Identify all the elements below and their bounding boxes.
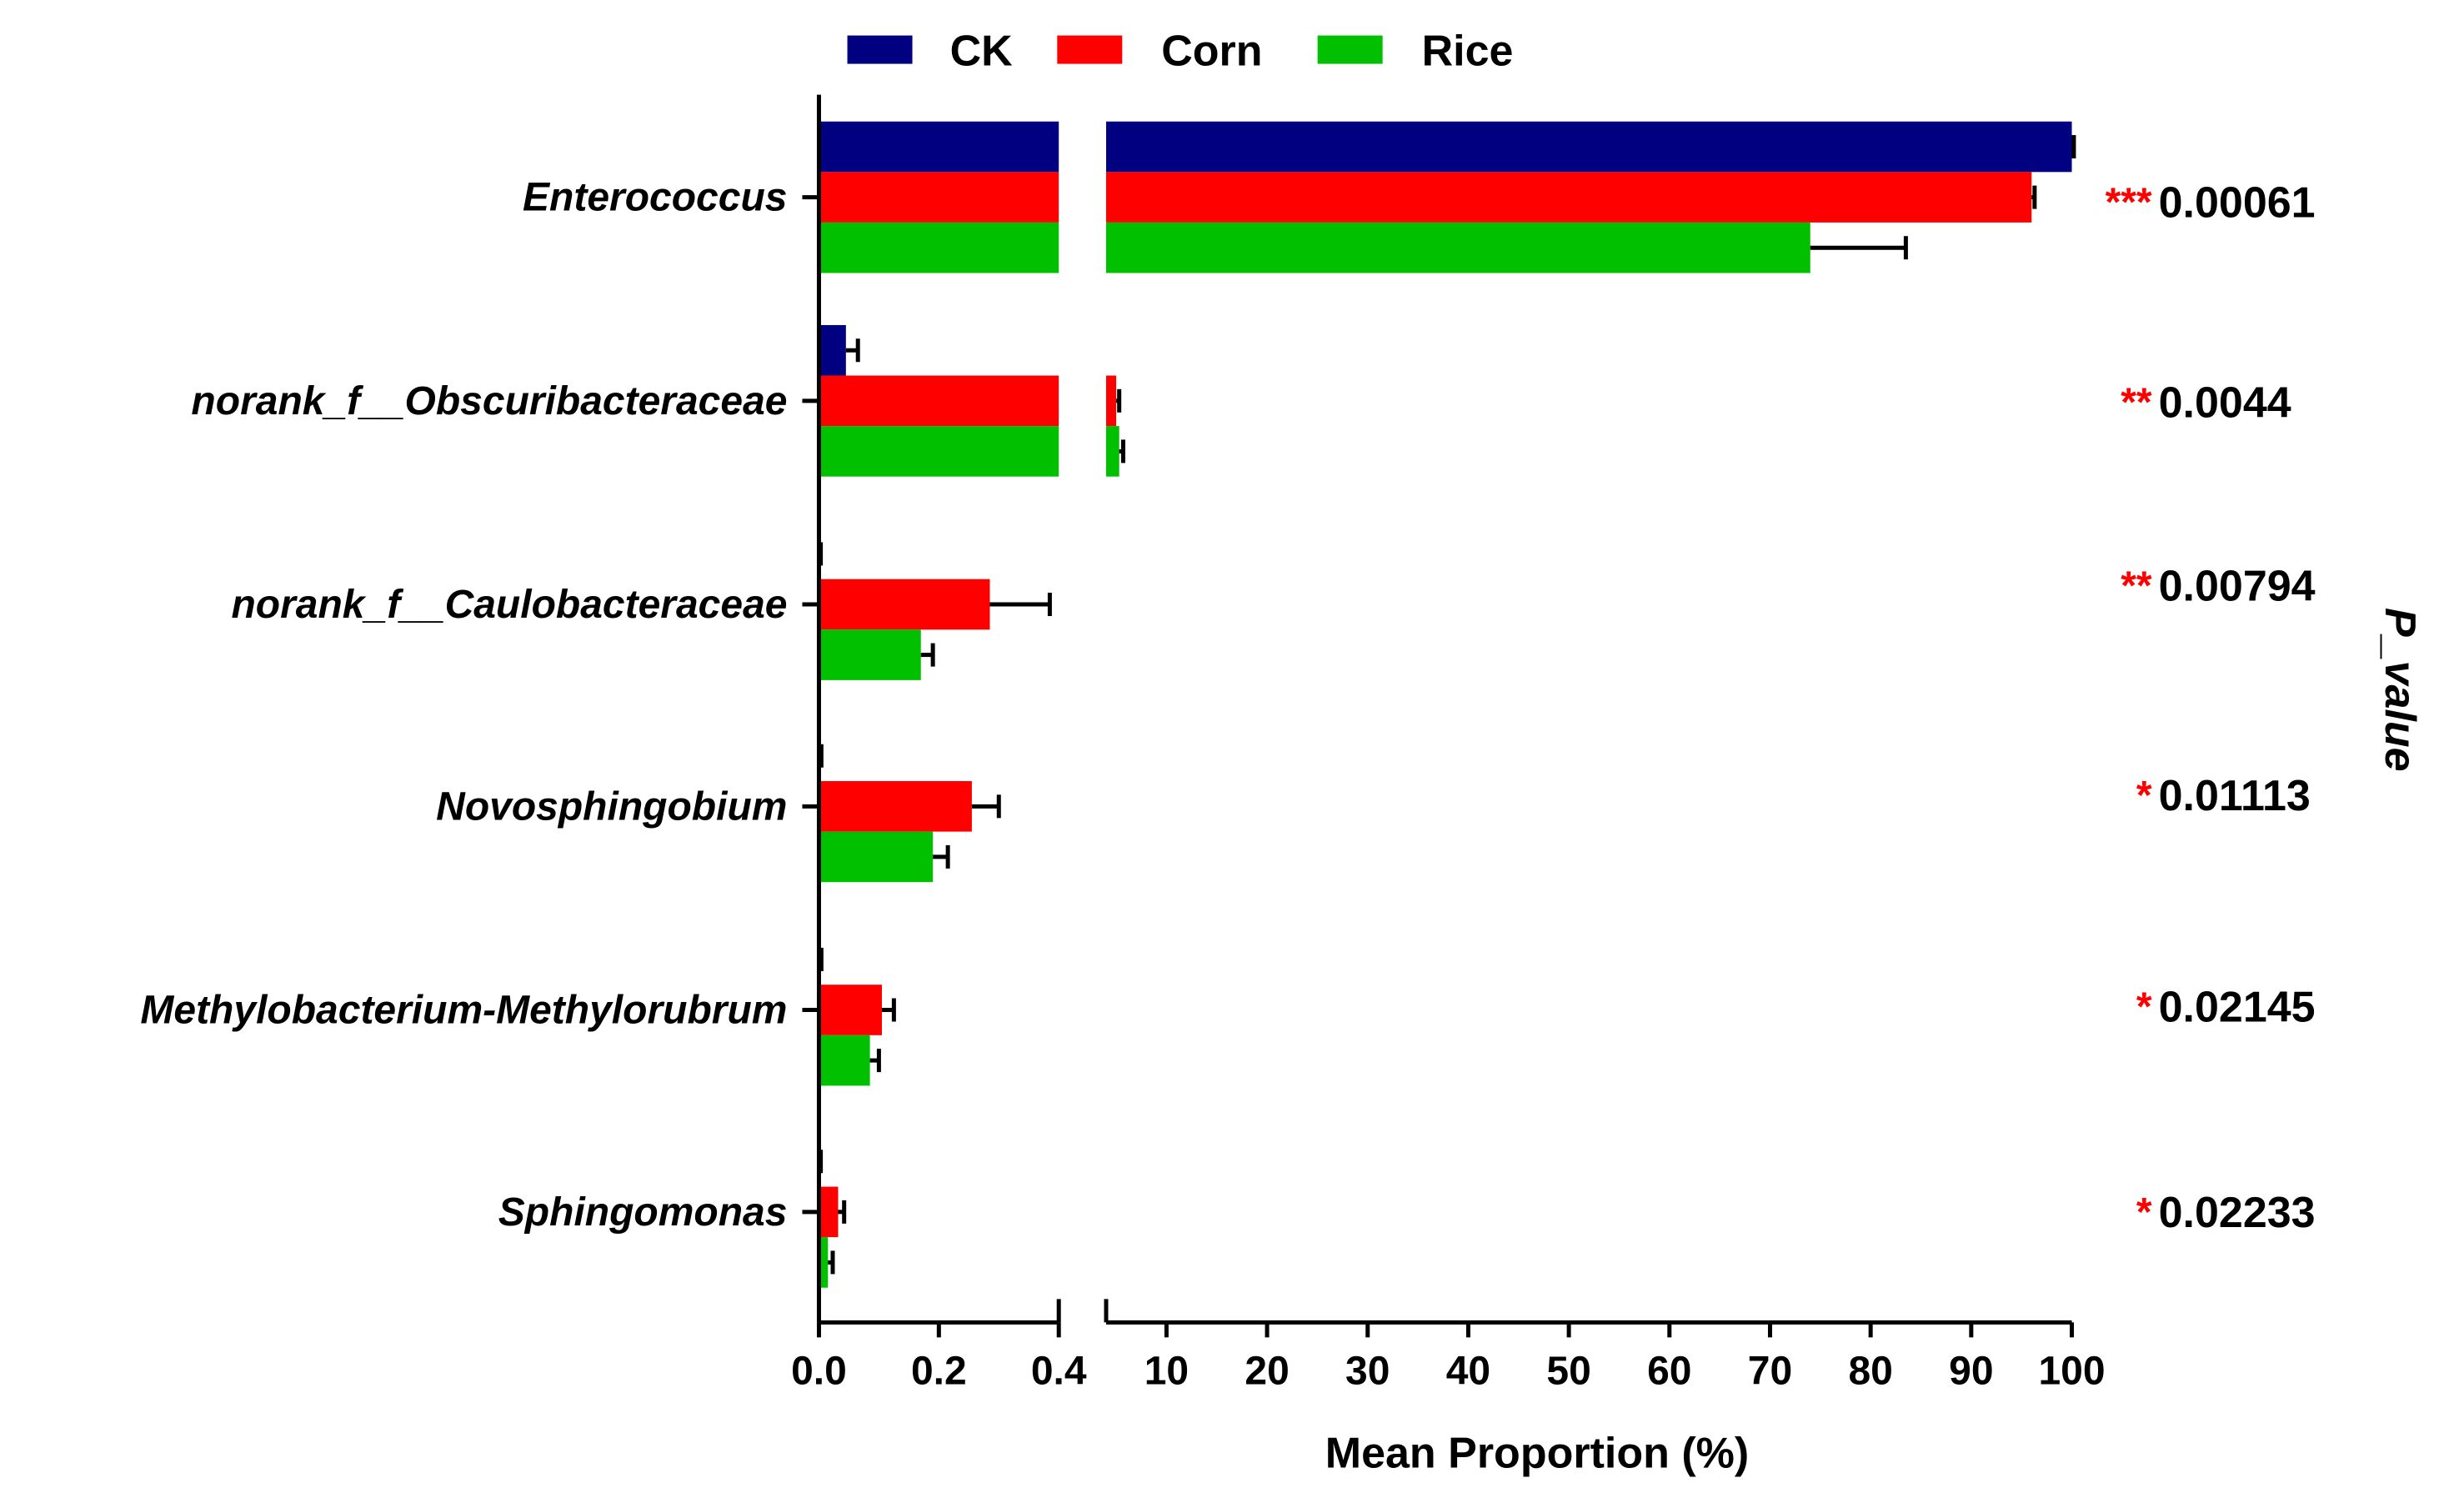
x-tick-label-high-8: 90 bbox=[1949, 1349, 1993, 1393]
x-tick-label-high-6: 70 bbox=[1748, 1349, 1792, 1393]
bar-ck-0-low bbox=[819, 121, 1059, 173]
category-label-4: Methylobacterium-Methylorubrum bbox=[140, 989, 787, 1033]
category-label-3: Novosphingobium bbox=[436, 784, 787, 829]
p-value-5: 0.02233 bbox=[2159, 1189, 2316, 1237]
bar-rice-4 bbox=[819, 1035, 870, 1086]
legend-label-rice: Rice bbox=[1422, 28, 1514, 76]
x-tick-label-high-9: 100 bbox=[2038, 1349, 2105, 1393]
bar-ck-0-high bbox=[1105, 121, 2072, 173]
category-label-0: Enterococcus bbox=[523, 176, 787, 220]
bar-corn-3 bbox=[819, 781, 972, 832]
x-tick-label-high-5: 60 bbox=[1647, 1349, 1691, 1393]
x-axis-title: Mean Proportion (%) bbox=[1325, 1429, 1749, 1477]
bar-corn-2 bbox=[819, 579, 990, 630]
bar-rice-2 bbox=[819, 629, 921, 680]
bar-rice-0-low bbox=[819, 222, 1059, 273]
p-value-3: 0.01113 bbox=[2159, 772, 2311, 820]
bar-rice-1-high bbox=[1105, 426, 1119, 477]
bar-rice-0-high bbox=[1105, 222, 1810, 273]
bar-corn-1-high bbox=[1105, 375, 1117, 427]
x-tick-label-low-2: 0.4 bbox=[1031, 1349, 1087, 1393]
bar-rice-1-low bbox=[819, 426, 1059, 477]
p-value-2: 0.00794 bbox=[2159, 562, 2316, 610]
significance-4: * bbox=[2136, 985, 2152, 1030]
p-value-0: 0.00061 bbox=[2159, 178, 2316, 227]
legend-label-ck: CK bbox=[950, 28, 1014, 76]
category-label-2: norank_f__Caulobacteraceae bbox=[231, 583, 787, 627]
bar-corn-1-low bbox=[819, 375, 1059, 427]
x-tick-label-high-1: 20 bbox=[1245, 1349, 1289, 1393]
bar-ck-1 bbox=[819, 324, 846, 376]
x-tick-label-high-0: 10 bbox=[1144, 1349, 1189, 1393]
bar-corn-0-low bbox=[819, 172, 1059, 223]
category-label-5: Sphingomonas bbox=[498, 1190, 788, 1235]
significance-1: ** bbox=[2121, 381, 2152, 425]
bar-rice-3 bbox=[819, 831, 934, 883]
significance-0: *** bbox=[2106, 180, 2152, 224]
x-tick-label-high-7: 80 bbox=[1848, 1349, 1892, 1393]
x-tick-label-low-0: 0.0 bbox=[791, 1349, 847, 1393]
legend: CK Corn Rice bbox=[847, 28, 1514, 76]
significance-5: * bbox=[2136, 1190, 2152, 1235]
category-label-1: norank_f__Obscuribacteraceae bbox=[191, 379, 787, 423]
p-value-4: 0.02145 bbox=[2159, 984, 2316, 1032]
significance-2: ** bbox=[2121, 564, 2152, 608]
x-tick-label-low-1: 0.2 bbox=[911, 1349, 967, 1393]
bars-group bbox=[819, 121, 2076, 1288]
bar-corn-5 bbox=[819, 1186, 839, 1238]
p-value-1: 0.0044 bbox=[2159, 379, 2291, 428]
labels-group: 0.0 0.2 0.4 10 20 30 40 50 60 70 80 90 100 Mean Propo… bbox=[140, 176, 2424, 1478]
bar-corn-0-high bbox=[1105, 172, 2032, 223]
x-tick-label-high-2: 30 bbox=[1345, 1349, 1390, 1393]
legend-swatch-corn bbox=[1057, 35, 1123, 64]
bar-rice-5 bbox=[819, 1237, 829, 1288]
axes-group bbox=[802, 94, 2075, 1338]
p-value-axis-title: P_value bbox=[2376, 608, 2424, 772]
x-tick-label-high-4: 50 bbox=[1546, 1349, 1590, 1393]
significance-3: * bbox=[2136, 774, 2152, 818]
legend-swatch-ck bbox=[847, 35, 913, 64]
legend-label-corn: Corn bbox=[1161, 28, 1262, 76]
bar-corn-4 bbox=[819, 984, 882, 1035]
x-tick-label-high-3: 40 bbox=[1446, 1349, 1490, 1393]
legend-swatch-rice bbox=[1317, 35, 1383, 64]
